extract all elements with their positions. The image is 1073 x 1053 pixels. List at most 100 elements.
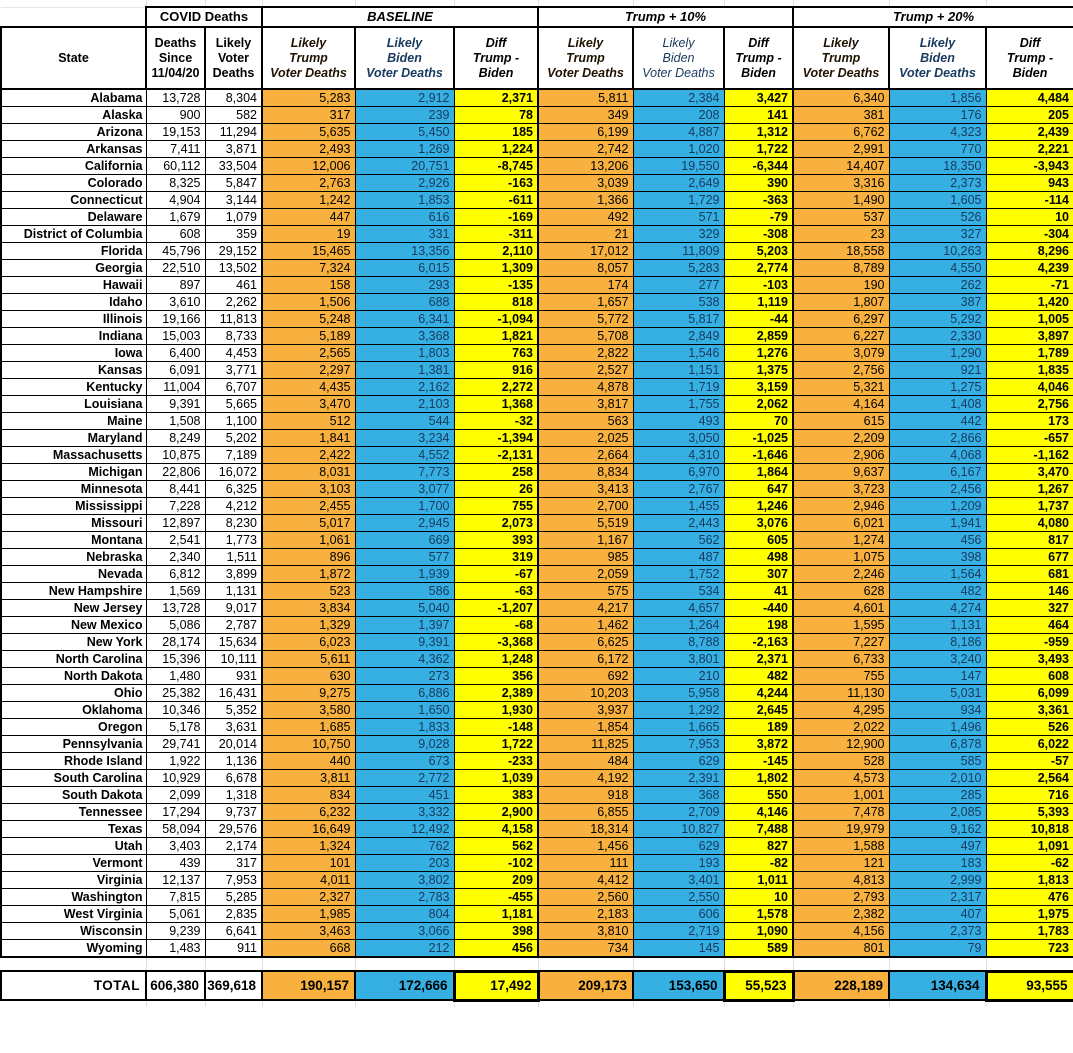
state-cell[interactable]: Nevada: [0, 565, 147, 583]
cell-baseline-diff[interactable]: -63: [453, 582, 539, 600]
state-cell[interactable]: Illinois: [0, 310, 147, 328]
cell-t10-diff[interactable]: -308: [723, 225, 794, 243]
cell-baseline-trump[interactable]: 1,242: [261, 191, 356, 209]
cell-baseline-biden[interactable]: 6,886: [354, 684, 455, 702]
cell-baseline-diff[interactable]: -3,368: [453, 633, 539, 651]
cell-t20-trump[interactable]: 2,382: [792, 905, 890, 923]
cell-deaths-since[interactable]: 10,929: [145, 769, 206, 787]
cell-t20-diff[interactable]: 205: [985, 106, 1073, 124]
cell-t10-trump[interactable]: 2,560: [537, 888, 634, 906]
state-cell[interactable]: Texas: [0, 820, 147, 838]
cell-deaths-since[interactable]: 7,815: [145, 888, 206, 906]
cell-baseline-biden[interactable]: 1,397: [354, 616, 455, 634]
cell-t10-diff[interactable]: 7,488: [723, 820, 794, 838]
cell-baseline-diff[interactable]: 2,900: [453, 803, 539, 821]
cell-baseline-biden[interactable]: 6,341: [354, 310, 455, 328]
cell-deaths-since[interactable]: 8,325: [145, 174, 206, 192]
cell-likely-voter[interactable]: 3,771: [204, 361, 263, 379]
cell-t20-diff[interactable]: 1,091: [985, 837, 1073, 855]
cell-baseline-biden[interactable]: 331: [354, 225, 455, 243]
cell-baseline-biden[interactable]: 12,492: [354, 820, 455, 838]
cell-t20-biden[interactable]: 934: [888, 701, 987, 719]
cell-t10-biden[interactable]: 2,709: [632, 803, 725, 821]
cell-baseline-trump[interactable]: 1,985: [261, 905, 356, 923]
cell-baseline-biden[interactable]: 212: [354, 939, 455, 958]
cell-t10-diff[interactable]: 2,062: [723, 395, 794, 413]
cell-t10-trump[interactable]: 1,167: [537, 531, 634, 549]
cell-t10-trump[interactable]: 18,314: [537, 820, 634, 838]
group-header-covid-deaths[interactable]: COVID Deaths: [145, 6, 263, 28]
cell-likely-voter[interactable]: 2,787: [204, 616, 263, 634]
cell-deaths-since[interactable]: 897: [145, 276, 206, 294]
col-header-t10-diff[interactable]: Diff Trump - Biden: [723, 26, 794, 90]
cell-baseline-biden[interactable]: 9,028: [354, 735, 455, 753]
cell-likely-voter[interactable]: 1,511: [204, 548, 263, 566]
cell-t20-diff[interactable]: 8,296: [985, 242, 1073, 260]
cell-baseline-diff[interactable]: 2,272: [453, 378, 539, 396]
cell-t20-diff[interactable]: 4,080: [985, 514, 1073, 532]
cell-t20-diff[interactable]: 146: [985, 582, 1073, 600]
cell-t10-diff[interactable]: 3,872: [723, 735, 794, 753]
cell-baseline-trump[interactable]: 3,811: [261, 769, 356, 787]
cell-t20-trump[interactable]: 615: [792, 412, 890, 430]
cell-t10-trump[interactable]: 1,456: [537, 837, 634, 855]
cell-baseline-biden[interactable]: 1,269: [354, 140, 455, 158]
cell-baseline-trump[interactable]: 1,061: [261, 531, 356, 549]
cell-deaths-since[interactable]: 608: [145, 225, 206, 243]
group-header-trump-plus-20[interactable]: Trump + 20%: [792, 6, 1073, 28]
cell-t10-trump[interactable]: 4,878: [537, 378, 634, 396]
cell-likely-voter[interactable]: 9,737: [204, 803, 263, 821]
cell-t20-diff[interactable]: 3,897: [985, 327, 1073, 345]
cell-t10-trump[interactable]: 3,817: [537, 395, 634, 413]
cell-t10-biden[interactable]: 3,050: [632, 429, 725, 447]
cell-baseline-biden[interactable]: 616: [354, 208, 455, 226]
cell-t10-diff[interactable]: 3,076: [723, 514, 794, 532]
cell-t20-diff[interactable]: 608: [985, 667, 1073, 685]
cell-baseline-diff[interactable]: -32: [453, 412, 539, 430]
cell-t10-trump[interactable]: 2,527: [537, 361, 634, 379]
cell-t20-biden[interactable]: 3,240: [888, 650, 987, 668]
state-cell[interactable]: South Carolina: [0, 769, 147, 787]
cell-t10-diff[interactable]: 2,371: [723, 650, 794, 668]
cell-t20-diff[interactable]: -62: [985, 854, 1073, 872]
cell-deaths-since[interactable]: 10,346: [145, 701, 206, 719]
cell-baseline-diff[interactable]: 2,110: [453, 242, 539, 260]
cell-t20-trump[interactable]: 9,637: [792, 463, 890, 481]
cell-t10-trump[interactable]: 5,519: [537, 514, 634, 532]
cell-baseline-biden[interactable]: 2,772: [354, 769, 455, 787]
cell-likely-voter[interactable]: 5,665: [204, 395, 263, 413]
cell-t10-diff[interactable]: 498: [723, 548, 794, 566]
state-cell[interactable]: Arkansas: [0, 140, 147, 158]
cell-baseline-diff[interactable]: 818: [453, 293, 539, 311]
cell-t10-biden[interactable]: 2,550: [632, 888, 725, 906]
cell-t10-trump[interactable]: 985: [537, 548, 634, 566]
cell-likely-voter[interactable]: 4,453: [204, 344, 263, 362]
cell-baseline-trump[interactable]: 2,455: [261, 497, 356, 515]
cell-likely-voter[interactable]: 2,174: [204, 837, 263, 855]
cell-baseline-trump[interactable]: 4,011: [261, 871, 356, 889]
cell-t10-biden[interactable]: 2,719: [632, 922, 725, 940]
cell-t10-diff[interactable]: 4,244: [723, 684, 794, 702]
cell-t20-trump[interactable]: 23: [792, 225, 890, 243]
cell-t10-trump[interactable]: 10,203: [537, 684, 634, 702]
cell-t20-diff[interactable]: 1,420: [985, 293, 1073, 311]
state-cell[interactable]: Minnesota: [0, 480, 147, 498]
cell-baseline-trump[interactable]: 668: [261, 939, 356, 958]
cell-t10-diff[interactable]: 390: [723, 174, 794, 192]
total-t10-trump[interactable]: 209,173: [537, 970, 634, 1001]
cell-likely-voter[interactable]: 7,953: [204, 871, 263, 889]
cell-t10-biden[interactable]: 11,809: [632, 242, 725, 260]
cell-t20-diff[interactable]: 2,564: [985, 769, 1073, 787]
state-cell[interactable]: California: [0, 157, 147, 175]
cell-baseline-diff[interactable]: -67: [453, 565, 539, 583]
cell-baseline-biden[interactable]: 2,912: [354, 88, 455, 107]
cell-t10-diff[interactable]: 1,011: [723, 871, 794, 889]
cell-t20-biden[interactable]: 1,290: [888, 344, 987, 362]
cell-t20-diff[interactable]: 1,789: [985, 344, 1073, 362]
cell-baseline-trump[interactable]: 5,248: [261, 310, 356, 328]
cell-t20-diff[interactable]: 1,005: [985, 310, 1073, 328]
cell-t20-biden[interactable]: 921: [888, 361, 987, 379]
cell-baseline-diff[interactable]: 562: [453, 837, 539, 855]
cell-baseline-biden[interactable]: 451: [354, 786, 455, 804]
cell-baseline-diff[interactable]: -455: [453, 888, 539, 906]
